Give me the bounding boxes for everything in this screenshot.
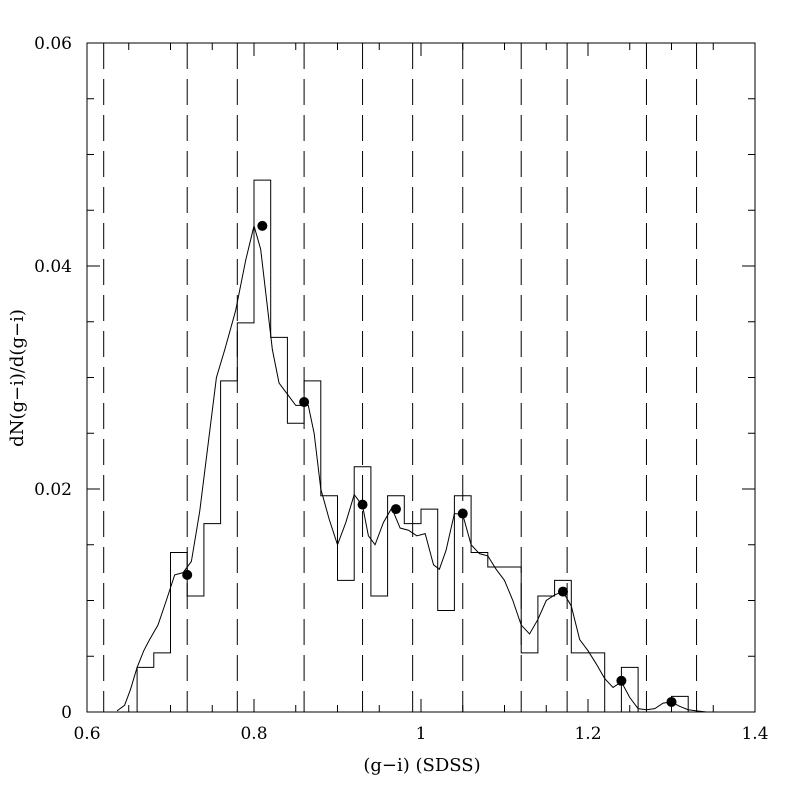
data-point	[666, 696, 677, 707]
x-tick-label: 1	[416, 724, 427, 744]
data-point	[182, 569, 193, 580]
data-point	[299, 397, 310, 408]
y-axis-title: dN(g−i)/d(g−i)	[7, 309, 28, 447]
data-point	[257, 220, 268, 231]
y-tick-label: 0.02	[34, 480, 72, 500]
data-point	[557, 586, 568, 597]
y-tick-label: 0	[61, 703, 72, 723]
histogram-outline	[136, 179, 689, 713]
tick-labels: 0.6 0.8 1 1.2 1.4 0 0.02 0.04 0.06	[34, 34, 768, 744]
histogram-series	[136, 179, 689, 713]
data-point	[357, 499, 368, 510]
bin-boundary-lines	[103, 43, 698, 712]
smoothed-curve	[116, 223, 707, 713]
data-point	[457, 508, 468, 519]
x-tick-label: 0.6	[73, 724, 100, 744]
data-point	[390, 504, 401, 515]
axis-ticks	[86, 42, 756, 713]
y-tick-label: 0.06	[34, 34, 72, 54]
y-tick-label: 0.04	[34, 257, 72, 277]
smoothed-series	[116, 223, 707, 713]
data-point	[616, 675, 627, 686]
x-tick-label: 0.8	[240, 724, 267, 744]
x-tick-label: 1.4	[741, 724, 768, 744]
x-axis-title: (g−i) (SDSS)	[363, 755, 480, 776]
data-points-series	[182, 220, 677, 707]
x-tick-label: 1.2	[574, 724, 601, 744]
